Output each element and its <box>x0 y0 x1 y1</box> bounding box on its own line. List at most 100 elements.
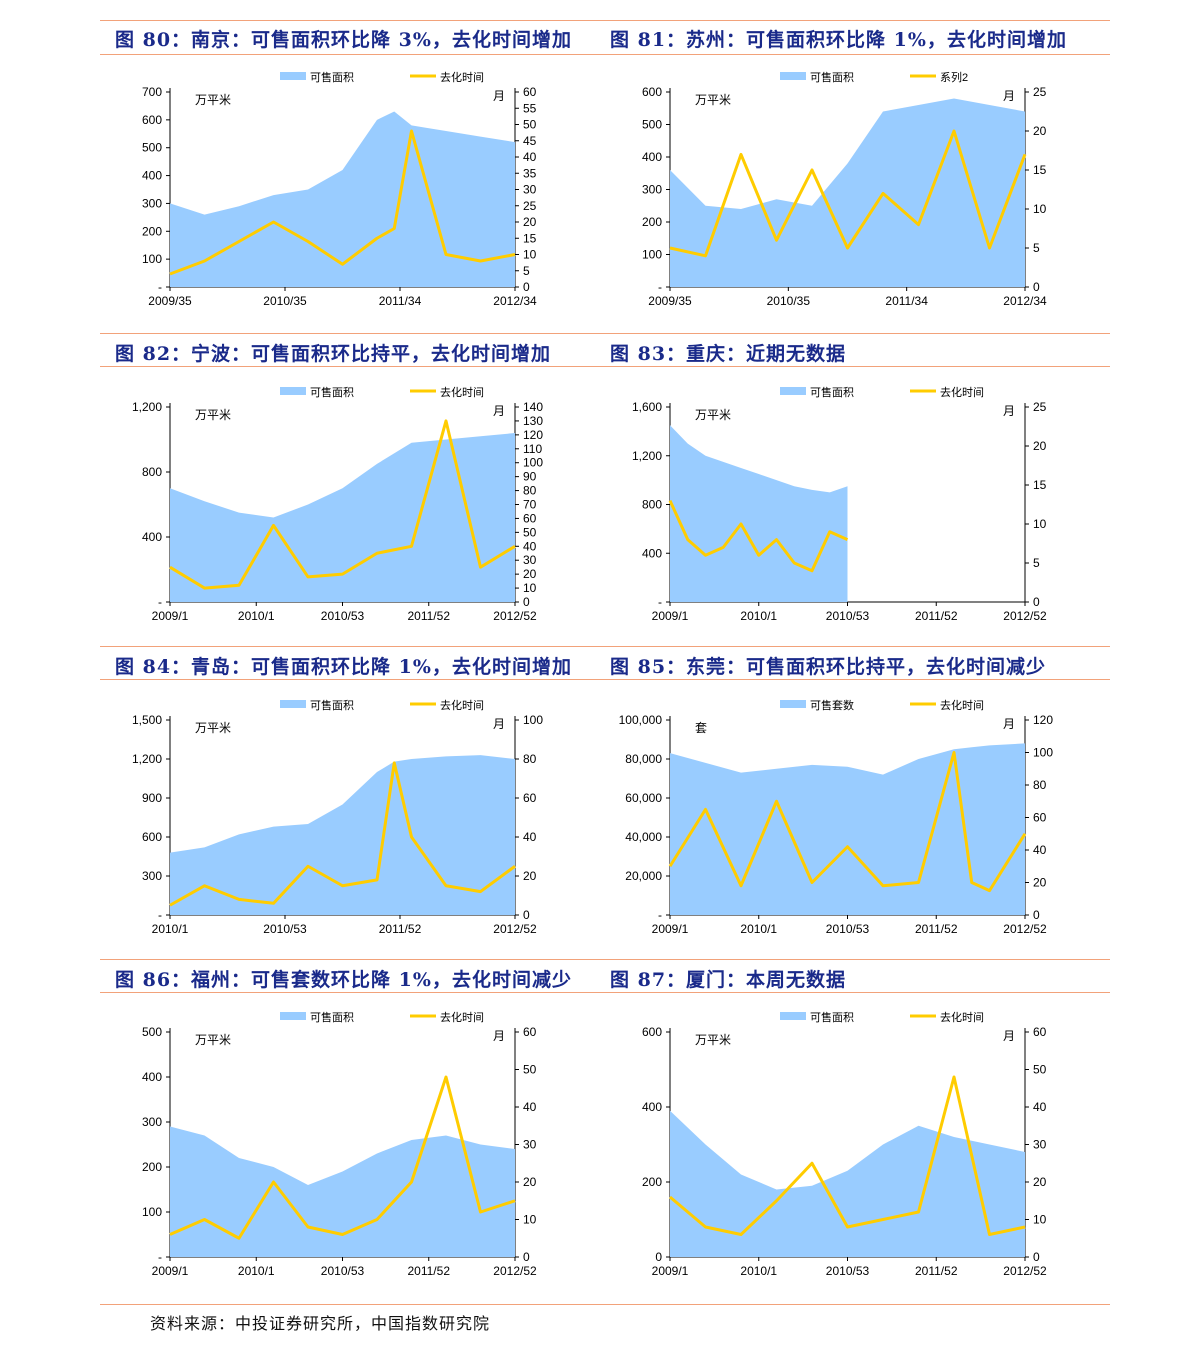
separator <box>100 366 1110 367</box>
y-tick-label: 1,500 <box>132 713 162 727</box>
y-tick-label: - <box>158 908 162 922</box>
y2-tick-label: 0 <box>1033 595 1040 609</box>
separator <box>100 1304 1110 1305</box>
y2-tick-label: 15 <box>1033 478 1047 492</box>
legend-label-area: 可售面积 <box>810 1010 854 1024</box>
y2-tick-label: 20 <box>1033 124 1047 138</box>
x-tick-label: 2012/52 <box>493 609 537 623</box>
y-tick-label: 600 <box>142 113 162 127</box>
x-tick-label: 2012/34 <box>1003 294 1047 308</box>
area-series <box>670 1110 1025 1257</box>
y2-tick-label: 10 <box>1033 202 1047 216</box>
x-tick-label: 2010/53 <box>826 609 870 623</box>
figure-title: 图 82：宁波：可售面积环比持平，去化时间增加 <box>115 343 552 365</box>
x-tick-label: 2011/34 <box>379 294 422 308</box>
y2-tick-label: 100 <box>523 456 543 470</box>
right-unit-label: 月 <box>493 717 505 731</box>
y-tick-label: 300 <box>642 183 662 197</box>
y2-tick-label: 40 <box>523 830 537 844</box>
y-tick-label: 60,000 <box>625 791 662 805</box>
y2-tick-label: 25 <box>1033 400 1047 414</box>
y2-tick-label: 60 <box>523 511 537 525</box>
x-tick-label: 2012/52 <box>1003 1264 1047 1278</box>
y2-tick-label: 40 <box>1033 1100 1047 1114</box>
y-tick-label: 500 <box>642 118 662 132</box>
y-tick-label: - <box>158 1250 162 1264</box>
y-tick-label: 1,200 <box>632 449 662 463</box>
y2-tick-label: 15 <box>1033 163 1047 177</box>
y2-tick-label: 55 <box>523 101 537 115</box>
y2-tick-label: 0 <box>523 1250 530 1264</box>
x-tick-label: 2009/35 <box>648 294 692 308</box>
legend-swatch-area <box>780 700 806 708</box>
figure-title: 图 83：重庆：近期无数据 <box>610 343 847 365</box>
left-unit-label: 万平米 <box>195 408 231 422</box>
y2-tick-label: 130 <box>523 414 543 428</box>
y-tick-label: 300 <box>142 196 162 210</box>
line-series <box>669 129 1027 258</box>
y2-tick-label: 80 <box>523 752 537 766</box>
figure-title: 图 84：青岛：可售面积环比降 1%，去化时间增加 <box>115 656 572 678</box>
y2-tick-label: 30 <box>523 1138 537 1152</box>
y-tick-label: - <box>658 595 662 609</box>
x-tick-label: 2009/1 <box>152 1264 189 1278</box>
x-tick-label: 2011/34 <box>885 294 928 308</box>
y2-tick-label: 20 <box>1033 439 1047 453</box>
line-series <box>169 129 516 276</box>
y-tick-label: 100 <box>142 252 162 266</box>
chart-suzhou: 可售面积 系列2 万平米 月 - 100 200 300 400 500 600 0 5 10 15 20 25… <box>642 70 1047 308</box>
line-series <box>668 499 849 573</box>
area-series <box>670 743 1025 915</box>
x-tick-label: 2010/53 <box>321 609 365 623</box>
x-tick-label: 2009/1 <box>652 922 689 936</box>
right-unit-label: 月 <box>1003 1029 1015 1043</box>
x-tick-label: 2009/1 <box>652 1264 689 1278</box>
x-tick-label: 2012/52 <box>493 922 537 936</box>
y2-tick-label: 0 <box>523 908 530 922</box>
y2-tick-label: 0 <box>1033 280 1040 294</box>
x-tick-label: 2010/53 <box>826 922 870 936</box>
y-tick-label: 900 <box>142 791 162 805</box>
separator <box>100 54 1110 55</box>
right-unit-label: 月 <box>1003 717 1015 731</box>
y2-tick-label: 120 <box>523 428 543 442</box>
y2-tick-label: 50 <box>523 118 537 132</box>
legend-label-line: 去化时间 <box>440 70 484 84</box>
line-series <box>669 1075 1026 1236</box>
y-tick-label: 100,000 <box>619 713 663 727</box>
y2-tick-label: 0 <box>523 280 530 294</box>
x-tick-label: 2009/35 <box>148 294 192 308</box>
y2-tick-label: 20 <box>523 567 537 581</box>
legend-label-line: 去化时间 <box>940 698 984 712</box>
area-series <box>670 425 848 602</box>
legend-label-area: 可售面积 <box>810 385 854 399</box>
left-unit-label: 万平米 <box>195 93 231 107</box>
left-unit-label: 万平米 <box>695 408 731 422</box>
separator <box>100 679 1110 680</box>
legend-label-line: 去化时间 <box>440 1010 484 1024</box>
legend-swatch-area <box>280 387 306 395</box>
y2-tick-label: 60 <box>523 1025 537 1039</box>
y2-tick-label: 20 <box>523 215 537 229</box>
legend-label-line: 去化时间 <box>940 1010 984 1024</box>
y-tick-label: 400 <box>642 1100 662 1114</box>
y2-tick-label: 50 <box>523 1063 537 1077</box>
legend-label-area: 可售面积 <box>310 385 354 399</box>
y2-tick-label: 5 <box>1033 556 1040 570</box>
y2-tick-label: 60 <box>1033 811 1047 825</box>
y2-tick-label: 60 <box>523 791 537 805</box>
x-tick-label: 2012/52 <box>493 1264 537 1278</box>
separator <box>100 646 1110 647</box>
y-tick-label: 100 <box>142 1205 162 1219</box>
y2-tick-label: 5 <box>1033 241 1040 255</box>
legend-label-area: 可售面积 <box>310 698 354 712</box>
y-tick-label: 80,000 <box>625 752 662 766</box>
y2-tick-label: 0 <box>1033 1250 1040 1264</box>
x-tick-label: 2011/52 <box>915 922 958 936</box>
y2-tick-label: 25 <box>1033 85 1047 99</box>
y2-tick-label: 70 <box>523 498 537 512</box>
legend-swatch-area <box>280 72 306 80</box>
y2-tick-label: 35 <box>523 166 537 180</box>
